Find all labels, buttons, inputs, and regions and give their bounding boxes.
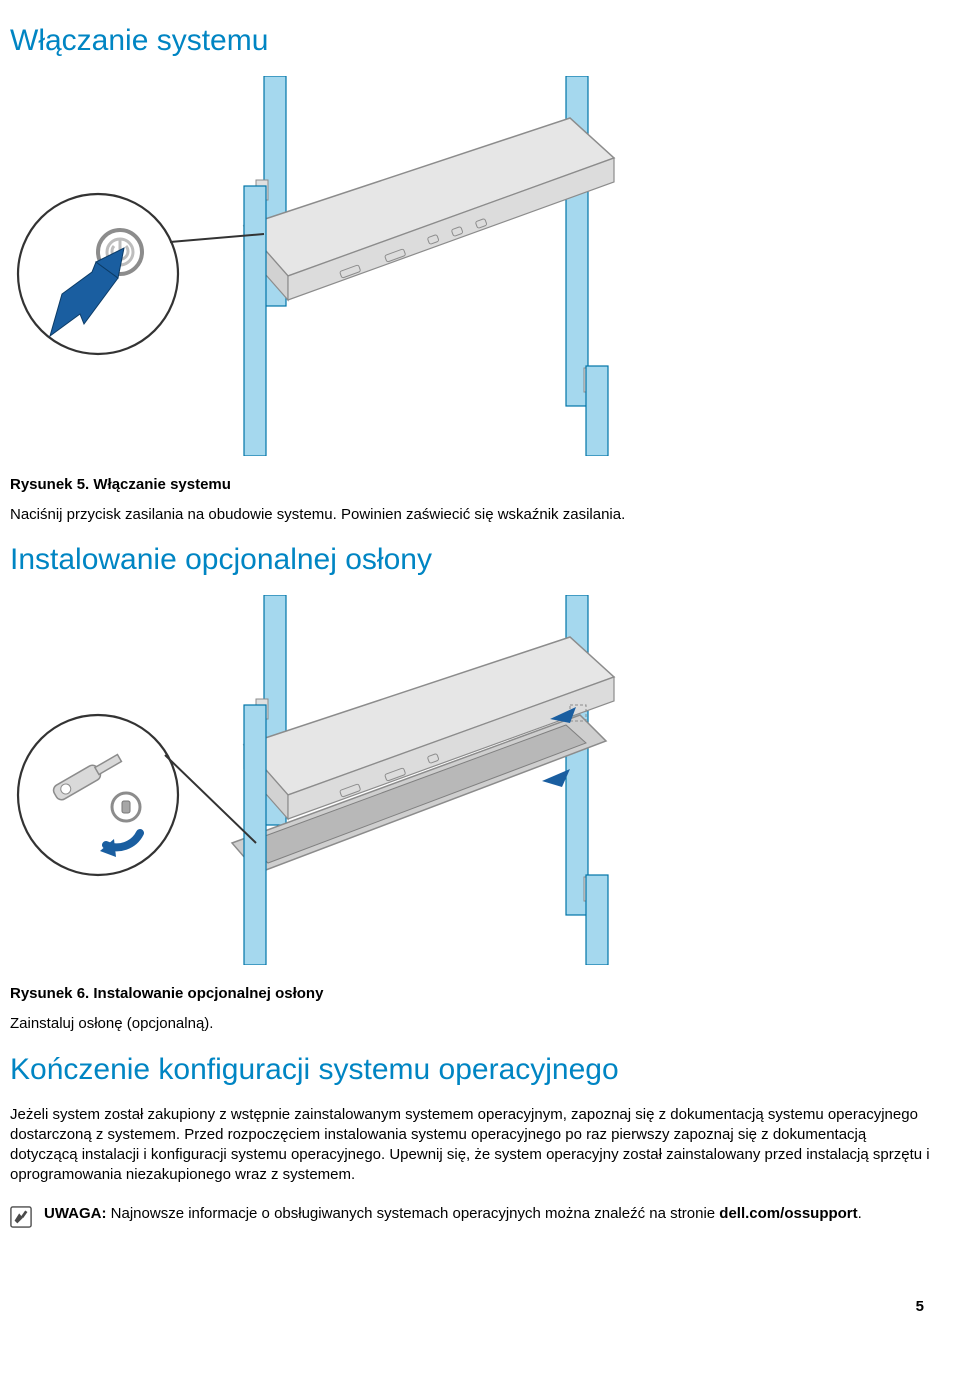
- figure-install-bezel: [10, 595, 936, 965]
- note-link: dell.com/ossupport: [719, 1205, 857, 1222]
- note-icon: [10, 1206, 32, 1228]
- power-on-instruction: Naciśnij przycisk zasilania na obudowie …: [10, 505, 936, 525]
- figure-install-bezel-svg: [10, 595, 630, 965]
- install-bezel-instruction: Zainstaluj osłonę (opcjonalną).: [10, 1014, 936, 1034]
- os-config-paragraph: Jeżeli system został zakupiony z wstępni…: [10, 1105, 936, 1186]
- note-label: UWAGA:: [44, 1205, 107, 1222]
- note-period: .: [858, 1205, 862, 1222]
- note-text: UWAGA: Najnowsze informacje o obsługiwan…: [44, 1204, 862, 1224]
- heading-os-config: Kończenie konfiguracji systemu operacyjn…: [10, 1053, 936, 1087]
- page-number: 5: [10, 1298, 936, 1315]
- heading-powering-on: Włączanie systemu: [10, 24, 936, 58]
- figure-install-bezel-caption: Rysunek 6. Instalowanie opcjonalnej osło…: [10, 985, 936, 1002]
- note-body: Najnowsze informacje o obsługiwanych sys…: [107, 1205, 720, 1222]
- figure-power-on-svg: [10, 76, 630, 456]
- figure-power-on-caption: Rysunek 5. Włączanie systemu: [10, 476, 936, 493]
- figure-power-on: [10, 76, 936, 456]
- heading-install-bezel: Instalowanie opcjonalnej osłony: [10, 543, 936, 577]
- note-row: UWAGA: Najnowsze informacje o obsługiwan…: [10, 1204, 936, 1228]
